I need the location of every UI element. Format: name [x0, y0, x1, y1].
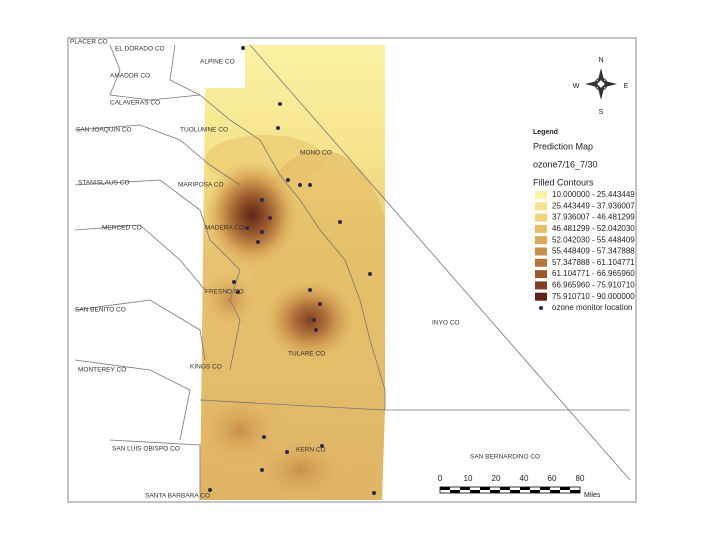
legend-swatch: [535, 270, 547, 279]
scale-segment: [560, 487, 570, 490]
legend-subtitle: Filled Contours: [533, 177, 594, 187]
legend: Legend Prediction Map ozone7/16_7/30 Fil…: [533, 129, 635, 312]
scale-segment: [450, 490, 460, 493]
scale-segment: [530, 490, 540, 493]
scale-segment: [500, 487, 510, 490]
legend-layer: ozone7/16_7/30: [533, 159, 598, 169]
prediction-surface: [200, 45, 385, 500]
county-label: ALPINE CO: [200, 59, 235, 66]
county-label: INYO CO: [432, 320, 459, 327]
scale-segment: [440, 487, 450, 490]
county-label: FRESNO CO: [205, 289, 244, 296]
scale-label: 60: [548, 474, 557, 483]
legend-label: 75.910710 - 90.000000: [552, 292, 635, 301]
scale-segment: [470, 490, 480, 493]
compass-w: W: [573, 83, 580, 90]
scale-segment: [540, 487, 550, 490]
legend-label: 25.443449 - 37.936007: [552, 201, 635, 210]
scale-label: 40: [520, 474, 529, 483]
county-label: SANTA BARBARA CO: [145, 493, 210, 500]
legend-swatch: [535, 281, 547, 290]
scale-bar: 0 10 20 40 60 80 Miles: [438, 474, 601, 499]
legend-swatch: [535, 247, 547, 256]
county-label: TUOLUMNE CO: [180, 127, 228, 134]
county-label: MARIPOSA CO: [178, 182, 224, 189]
scale-segment: [480, 487, 490, 490]
legend-label: 61.104771 - 66.965960: [552, 269, 635, 278]
legend-heading: Legend: [533, 129, 558, 136]
county-label: MONO CO: [300, 150, 332, 157]
legend-swatch: [535, 292, 547, 301]
county-label: SAN JOAQUIN CO: [76, 127, 132, 134]
county-label: MONTEREY CO: [78, 367, 126, 374]
county-label: SAN LUIS OBISPO CO: [112, 446, 180, 453]
scale-label: 80: [576, 474, 585, 483]
scale-segment: [550, 490, 560, 493]
county-lines: [74, 44, 631, 500]
legend-swatch: [535, 213, 547, 222]
legend-swatch: [535, 224, 547, 233]
legend-monitor-symbol: [539, 306, 543, 310]
county-label: KERN CO: [296, 447, 326, 454]
legend-title: Prediction Map: [533, 141, 593, 151]
legend-swatch: [535, 236, 547, 245]
county-label: AMADOR CO: [110, 73, 150, 80]
monitor-points: [208, 46, 376, 495]
scale-unit: Miles: [584, 492, 601, 499]
legend-swatch: [535, 191, 547, 199]
north-arrow: N E S W: [573, 57, 629, 116]
county-label: SAN BENITO CO: [75, 307, 126, 314]
scale-label: 10: [464, 474, 473, 483]
scale-segment: [510, 490, 520, 493]
county-label: STANISLAUS CO: [78, 180, 130, 187]
legend-label: 10.000000 - 25.443449: [552, 190, 635, 199]
county-label: SAN BERNARDINO CO: [470, 454, 540, 461]
legend-swatch: [535, 202, 547, 211]
scale-segment: [570, 490, 580, 493]
legend-monitor-label: ozone monitor location: [552, 303, 633, 312]
legend-label: 55.448409 - 57.347888: [552, 247, 635, 256]
scale-label: 0: [438, 474, 443, 483]
legend-swatch: [535, 258, 547, 267]
county-label: MADERA CO: [205, 225, 244, 232]
scale-segment: [520, 487, 530, 490]
legend-label: 37.936007 - 46.481299: [552, 213, 635, 222]
compass-n: N: [598, 57, 603, 64]
county-label: MERCED CO: [102, 225, 142, 232]
county-label: TULARE CO: [288, 351, 325, 358]
scale-segment: [460, 487, 470, 490]
compass-s: S: [599, 109, 604, 116]
county-label: CALAVERAS CO: [110, 100, 160, 107]
legend-label: 52.042030 - 55.448409: [552, 235, 635, 244]
county-labels: PLACER CO EL DORADO CO ALPINE CO AMADOR CO C…: [70, 39, 540, 500]
county-label: KINGS CO: [190, 364, 222, 371]
legend-label: 57.347888 - 61.104771: [552, 258, 635, 267]
county-label: PLACER CO: [70, 39, 108, 46]
scale-segment: [490, 490, 500, 493]
legend-label: 66.965960 - 75.910710: [552, 281, 635, 290]
scale-label: 20: [492, 474, 501, 483]
legend-label: 46.481299 - 52.042030: [552, 224, 635, 233]
county-label: EL DORADO CO: [115, 46, 165, 53]
compass-e: E: [624, 83, 629, 90]
